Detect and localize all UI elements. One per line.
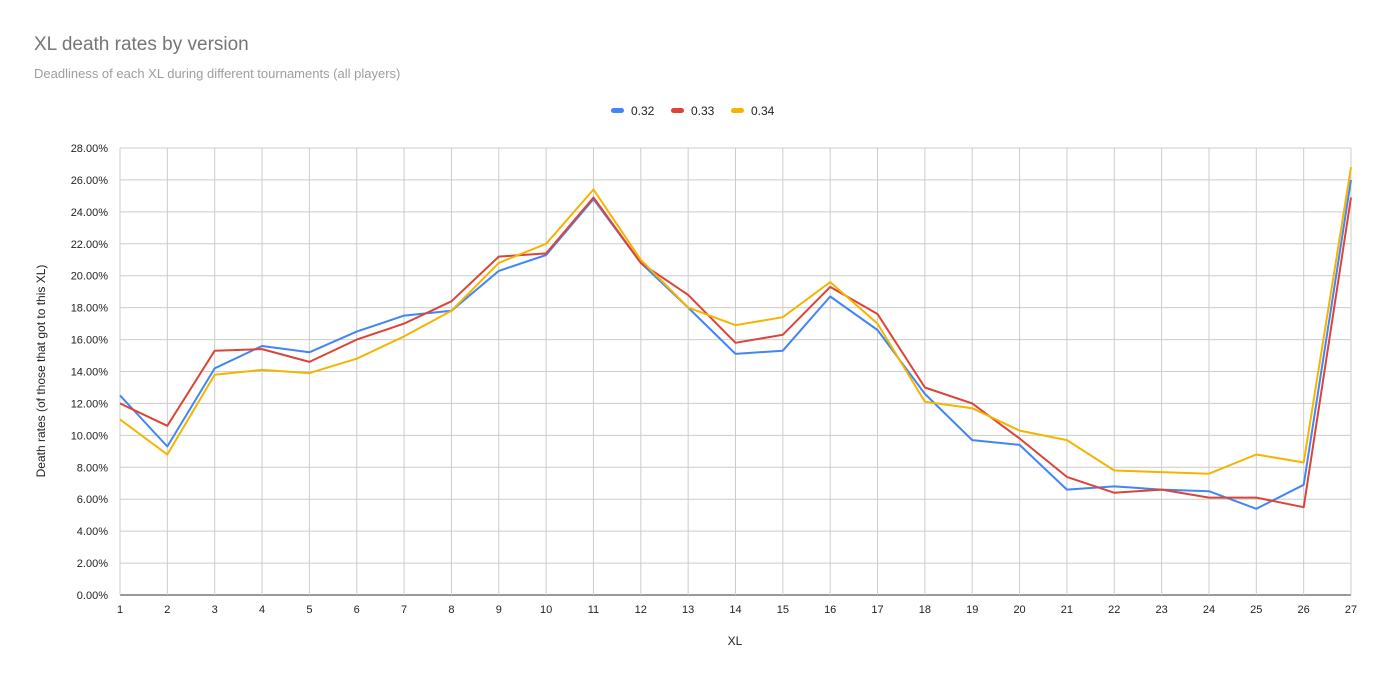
legend-item: 0.33 — [671, 104, 715, 118]
y-tick-label: 2.00% — [77, 558, 108, 570]
legend: 0.32 0.33 0.34 — [611, 104, 775, 118]
chart-title: XL death rates by version — [34, 34, 249, 55]
x-tick-label: 25 — [1250, 604, 1262, 616]
x-tick-label: 12 — [635, 604, 647, 616]
y-tick-label: 24.00% — [71, 207, 109, 219]
legend-swatch — [611, 108, 624, 113]
series-lines — [119, 167, 1352, 510]
x-tick-label: 11 — [588, 604, 599, 616]
grid — [119, 147, 1352, 596]
series-line-0.32 — [119, 179, 1352, 510]
y-tick-label: 16.00% — [71, 335, 109, 347]
chart-subtitle: Deadliness of each XL during different t… — [34, 66, 401, 81]
legend-label: 0.33 — [691, 104, 715, 118]
x-tick-label: 2 — [164, 604, 170, 616]
x-tick-label: 14 — [729, 604, 741, 616]
y-axis-title: Death rates (of those that got to this X… — [34, 265, 48, 478]
legend-label: 0.32 — [631, 104, 655, 118]
x-tick-label: 5 — [306, 604, 312, 616]
x-tick-label: 21 — [1061, 604, 1073, 616]
x-tick-label: 17 — [871, 604, 883, 616]
x-tick-label: 9 — [496, 604, 502, 616]
y-tick-label: 26.00% — [71, 175, 109, 187]
y-tick-label: 28.00% — [71, 143, 109, 155]
x-axis-title: XL — [728, 634, 743, 648]
x-tick-label: 15 — [777, 604, 789, 616]
x-tick-label: 4 — [259, 604, 265, 616]
series-line-0.33 — [119, 196, 1352, 509]
x-tick-label: 20 — [1013, 604, 1025, 616]
x-tick-label: 10 — [540, 604, 552, 616]
x-tick-label: 24 — [1203, 604, 1215, 616]
x-tick-label: 19 — [966, 604, 978, 616]
legend-swatch — [731, 108, 744, 113]
x-tick-label: 26 — [1298, 604, 1310, 616]
y-axis-ticks: 0.00% 2.00% 4.00% 6.00% 8.00% 10.00% 12.00% 14.… — [71, 143, 109, 602]
y-tick-label: 10.00% — [71, 430, 109, 442]
x-axis-ticks: 1 2 3 4 5 6 7 8 9 10 11 12 13 14 15 16 17 18 19 20 21 22 23 24 2… — [117, 604, 1357, 616]
series-line-0.34 — [119, 167, 1352, 475]
x-tick-label: 18 — [919, 604, 931, 616]
y-tick-label: 4.00% — [77, 526, 108, 538]
x-tick-label: 16 — [824, 604, 836, 616]
y-tick-label: 8.00% — [77, 462, 108, 474]
x-tick-label: 3 — [212, 604, 218, 616]
x-tick-label: 6 — [354, 604, 360, 616]
y-tick-label: 18.00% — [71, 303, 109, 315]
y-tick-label: 14.00% — [71, 367, 109, 379]
x-tick-label: 22 — [1108, 604, 1120, 616]
x-tick-label: 7 — [401, 604, 407, 616]
x-tick-label: 27 — [1345, 604, 1357, 616]
x-tick-label: 1 — [117, 604, 123, 616]
x-tick-label: 8 — [448, 604, 454, 616]
y-tick-label: 0.00% — [77, 590, 108, 602]
legend-swatch — [671, 108, 684, 113]
x-tick-label: 23 — [1155, 604, 1167, 616]
y-tick-label: 12.00% — [71, 398, 109, 410]
x-tick-label: 13 — [682, 604, 694, 616]
y-tick-label: 20.00% — [71, 271, 109, 283]
legend-item: 0.32 — [611, 104, 655, 118]
legend-label: 0.34 — [751, 104, 775, 118]
legend-item: 0.34 — [731, 104, 775, 118]
y-tick-label: 22.00% — [71, 239, 109, 251]
y-tick-label: 6.00% — [77, 494, 108, 506]
